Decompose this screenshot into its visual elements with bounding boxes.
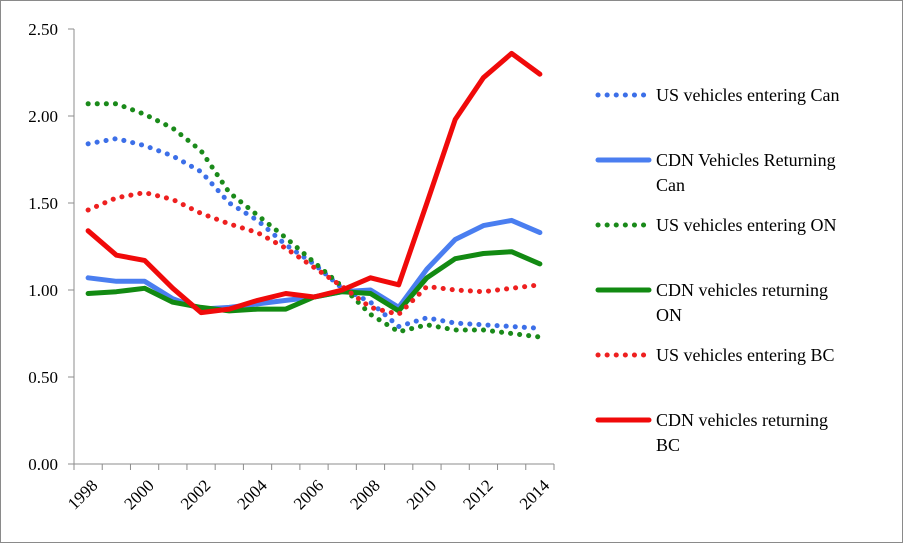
legend: US vehicles entering Can CDN Vehicles Ret… xyxy=(595,85,839,455)
x-tick-label: 2008 xyxy=(346,476,383,513)
legend-label-4: CDN vehicles returning ON xyxy=(656,280,828,325)
x-tick-label: 2000 xyxy=(120,476,157,513)
x-tick-label: 2014 xyxy=(516,476,554,514)
y-tick-label: 2.00 xyxy=(28,107,58,126)
legend-label-6: CDN vehicles returning BC xyxy=(656,410,828,455)
legend-label-5: US vehicles entering BC xyxy=(656,345,834,365)
x-tick-label: 2010 xyxy=(403,476,440,513)
y-tick-label: 0.50 xyxy=(28,368,58,387)
series-lines xyxy=(85,50,543,340)
legend-label-1: US vehicles entering Can xyxy=(656,85,839,105)
series-line-4 xyxy=(85,249,543,314)
x-tick-label: 2002 xyxy=(177,476,214,513)
series-line-6 xyxy=(85,50,543,316)
legend-label-2: CDN Vehicles Returning Can xyxy=(656,150,836,195)
x-tick-label: 2012 xyxy=(459,476,496,513)
x-tick-label: 2006 xyxy=(290,476,327,513)
legend-label-3: US vehicles entering ON xyxy=(656,215,836,235)
x-tick-label: 1998 xyxy=(64,476,101,513)
y-tick-label: 2.50 xyxy=(28,20,58,39)
x-tick-label: 2004 xyxy=(233,476,271,514)
series-line-3 xyxy=(85,101,543,340)
y-tick-label: 1.50 xyxy=(28,194,58,213)
y-tick-label: 1.00 xyxy=(28,281,58,300)
series-line-5 xyxy=(85,190,543,317)
y-tick-label: 0.00 xyxy=(28,455,58,474)
